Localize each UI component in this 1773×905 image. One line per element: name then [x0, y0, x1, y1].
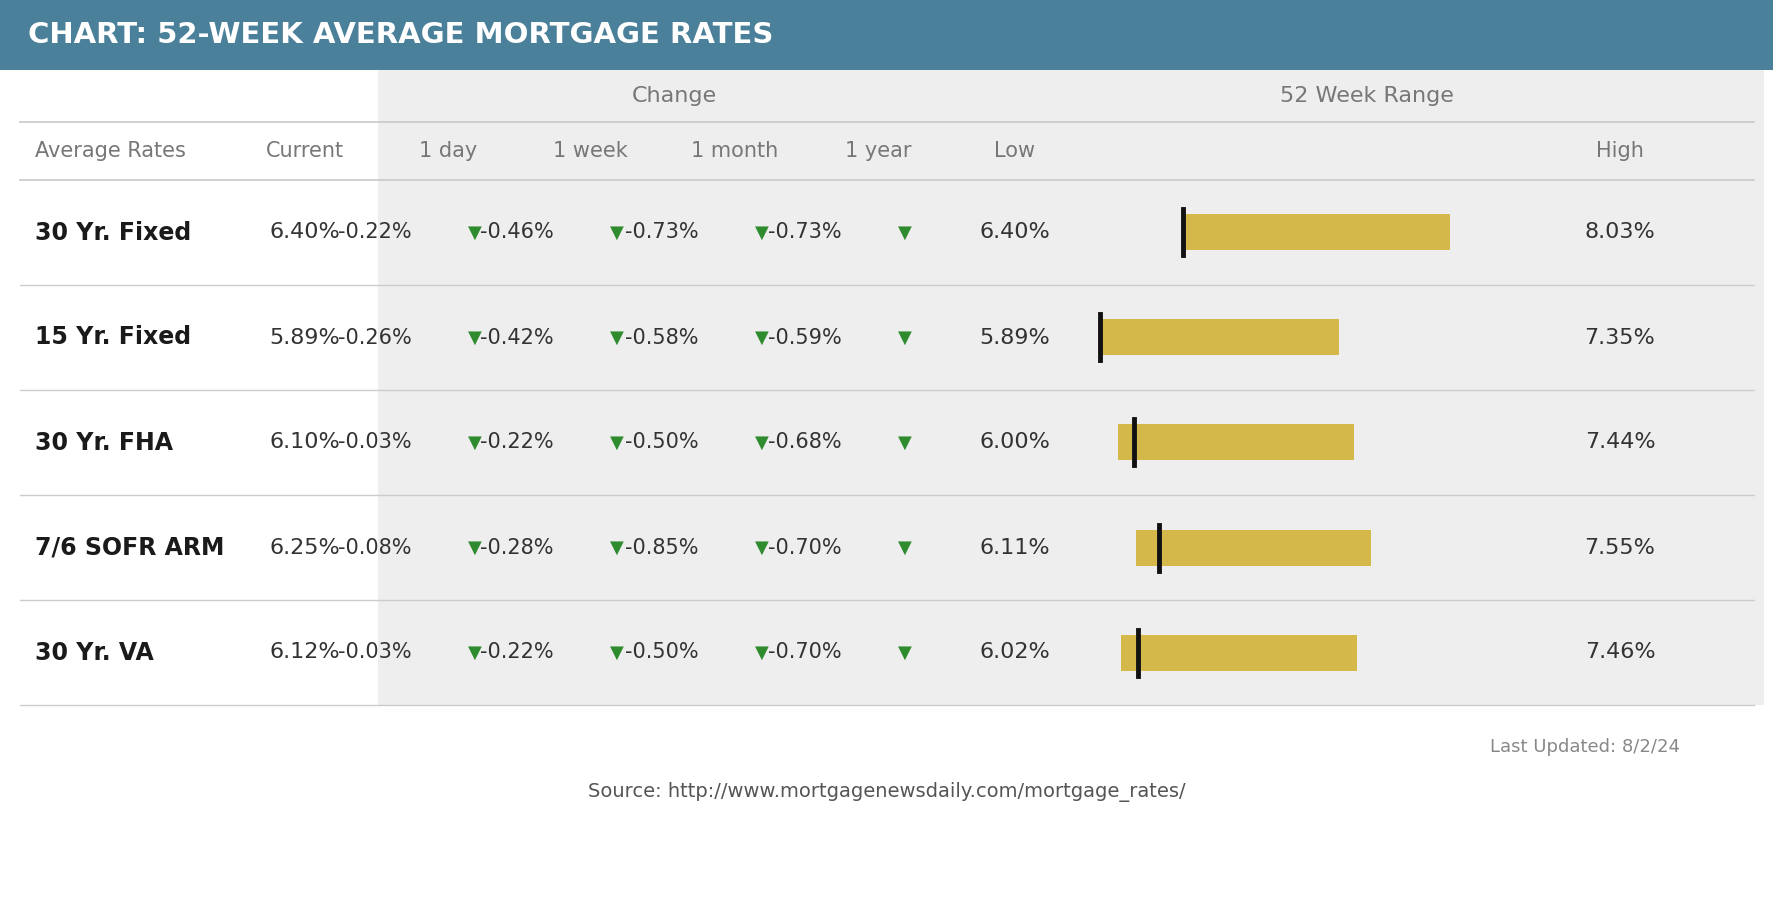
Text: ▼: ▼ — [468, 224, 480, 242]
Text: ▼: ▼ — [897, 643, 911, 662]
Text: -0.22%: -0.22% — [339, 223, 418, 243]
Text: 6.02%: 6.02% — [979, 643, 1050, 662]
Text: 7.46%: 7.46% — [1583, 643, 1654, 662]
Text: Last Updated: 8/2/24: Last Updated: 8/2/24 — [1489, 738, 1679, 756]
Text: -0.46%: -0.46% — [480, 223, 560, 243]
Text: 30 Yr. VA: 30 Yr. VA — [35, 641, 154, 664]
Text: 6.12%: 6.12% — [269, 643, 340, 662]
Text: -0.22%: -0.22% — [480, 643, 560, 662]
Bar — [1135, 529, 1371, 566]
Text: 6.40%: 6.40% — [269, 223, 340, 243]
Text: -0.03%: -0.03% — [339, 433, 418, 452]
Text: ▼: ▼ — [897, 538, 911, 557]
Text: -0.22%: -0.22% — [480, 433, 560, 452]
Text: ▼: ▼ — [754, 433, 768, 452]
Text: High: High — [1596, 141, 1644, 161]
Text: ▼: ▼ — [468, 433, 480, 452]
Text: 1 month: 1 month — [691, 141, 778, 161]
Text: 6.10%: 6.10% — [269, 433, 340, 452]
Text: 6.40%: 6.40% — [979, 223, 1050, 243]
Text: -0.26%: -0.26% — [339, 328, 418, 348]
Text: 7.44%: 7.44% — [1583, 433, 1654, 452]
Text: -0.73%: -0.73% — [624, 223, 706, 243]
Text: -0.42%: -0.42% — [480, 328, 560, 348]
Text: -0.68%: -0.68% — [768, 433, 847, 452]
Text: 52 Week Range: 52 Week Range — [1280, 86, 1454, 106]
Text: -0.28%: -0.28% — [480, 538, 560, 557]
Bar — [970, 70, 1762, 705]
Text: ▼: ▼ — [897, 224, 911, 242]
Text: ▼: ▼ — [897, 433, 911, 452]
Text: 1 year: 1 year — [844, 141, 911, 161]
Bar — [1183, 214, 1449, 251]
Text: 15 Yr. Fixed: 15 Yr. Fixed — [35, 326, 191, 349]
Text: 8.03%: 8.03% — [1583, 223, 1654, 243]
Text: 6.00%: 6.00% — [979, 433, 1050, 452]
Text: ▼: ▼ — [610, 538, 622, 557]
Text: Source: http://www.mortgagenewsdaily.com/mortgage_rates/: Source: http://www.mortgagenewsdaily.com… — [589, 782, 1184, 802]
Text: -0.08%: -0.08% — [339, 538, 418, 557]
Text: 5.89%: 5.89% — [269, 328, 340, 348]
Text: 5.89%: 5.89% — [979, 328, 1050, 348]
Bar — [378, 70, 970, 705]
Text: 1 week: 1 week — [553, 141, 628, 161]
Text: 7.55%: 7.55% — [1583, 538, 1654, 557]
Text: 7/6 SOFR ARM: 7/6 SOFR ARM — [35, 536, 223, 559]
Text: ▼: ▼ — [610, 643, 622, 662]
Text: 30 Yr. FHA: 30 Yr. FHA — [35, 431, 174, 454]
Text: 30 Yr. Fixed: 30 Yr. Fixed — [35, 221, 191, 244]
Text: ▼: ▼ — [610, 329, 622, 347]
Text: ▼: ▼ — [754, 329, 768, 347]
Bar — [1117, 424, 1353, 461]
Text: 6.25%: 6.25% — [269, 538, 340, 557]
Text: Change: Change — [631, 86, 716, 106]
Text: -0.50%: -0.50% — [624, 433, 706, 452]
Text: -0.58%: -0.58% — [624, 328, 706, 348]
Text: ▼: ▼ — [468, 643, 480, 662]
Text: Current: Current — [266, 141, 344, 161]
Text: Low: Low — [995, 141, 1035, 161]
Text: 6.11%: 6.11% — [979, 538, 1050, 557]
Text: ▼: ▼ — [468, 329, 480, 347]
Text: ▼: ▼ — [610, 224, 622, 242]
Text: -0.59%: -0.59% — [768, 328, 847, 348]
Text: ▼: ▼ — [897, 329, 911, 347]
Text: 1 day: 1 day — [418, 141, 477, 161]
Text: ▼: ▼ — [754, 643, 768, 662]
Text: 7.35%: 7.35% — [1583, 328, 1654, 348]
Text: -0.70%: -0.70% — [768, 643, 847, 662]
Bar — [1099, 319, 1339, 356]
Text: CHART: 52-WEEK AVERAGE MORTGAGE RATES: CHART: 52-WEEK AVERAGE MORTGAGE RATES — [28, 21, 773, 49]
Text: -0.85%: -0.85% — [624, 538, 706, 557]
Text: -0.50%: -0.50% — [624, 643, 706, 662]
Text: Average Rates: Average Rates — [35, 141, 186, 161]
Text: ▼: ▼ — [754, 224, 768, 242]
Text: -0.03%: -0.03% — [339, 643, 418, 662]
Bar — [0, 0, 1773, 70]
Bar — [1121, 634, 1356, 671]
Text: -0.73%: -0.73% — [768, 223, 847, 243]
Text: ▼: ▼ — [754, 538, 768, 557]
Text: ▼: ▼ — [468, 538, 480, 557]
Text: ▼: ▼ — [610, 433, 622, 452]
Text: -0.70%: -0.70% — [768, 538, 847, 557]
